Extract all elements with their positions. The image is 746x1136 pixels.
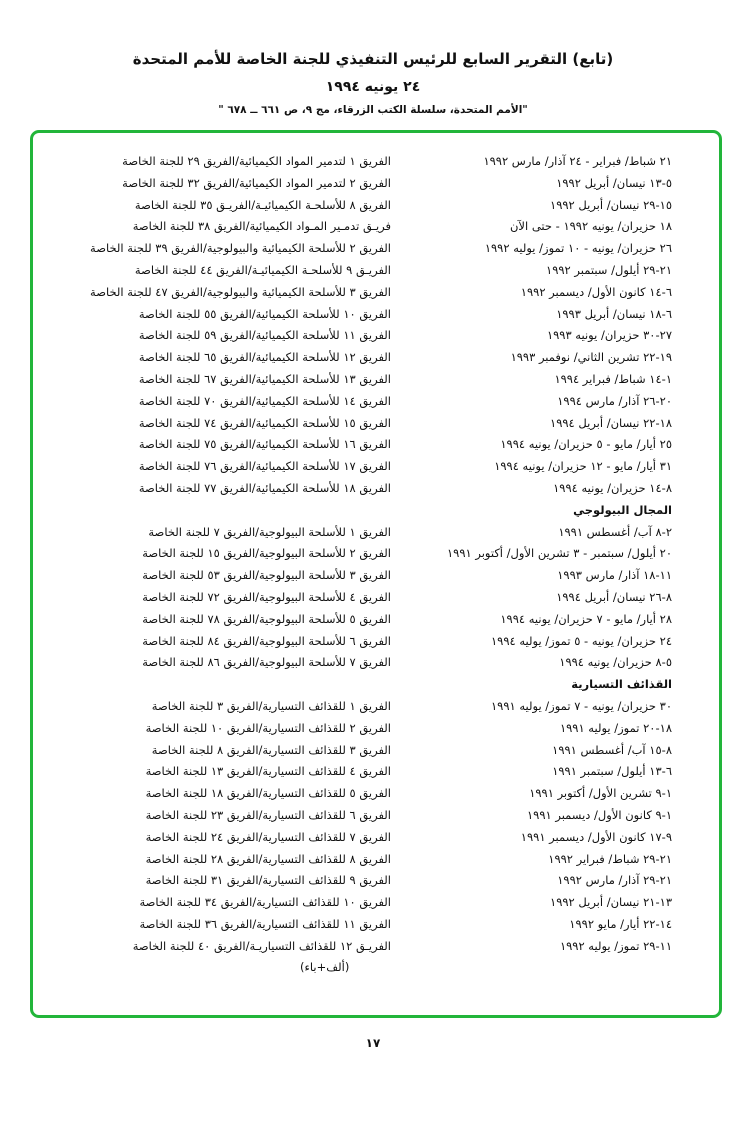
date-row: ١١-٢٩ تموز/ يوليه ١٩٩٢ (559, 938, 672, 953)
document-source: "الأمم المتحدة، سلسلة الكتب الزرقاء، مج … (218, 104, 528, 116)
date-row: ٩-١٧ كانون الأول/ ديسمبر ١٩٩١ (520, 829, 672, 844)
team-row: الفريق ٦ للقذائف التسيارية/الفريق ٢٣ للج… (145, 807, 391, 822)
team-row: الفريق ١٦ للأسلحة الكيميائية/الفريق ٧٥ ل… (138, 437, 391, 452)
team-row: الفريق ٨ للقذائف التسيارية/الفريق ٢٨ للج… (145, 851, 391, 866)
date-row: ٨-١٤ حزيران/ يونيه ١٩٩٤ (553, 480, 672, 495)
date-row: ٦-١٣ أيلول/ سبتمبر ١٩٩١ (552, 764, 672, 779)
date-row: ٢٧-٣٠ حزيران/ يونيه ١٩٩٣ (546, 328, 672, 343)
date-row: ٥-٨ حزيران/ يونيه ١٩٩٤ (559, 655, 672, 670)
page-number: ١٧ (365, 1036, 381, 1050)
date-row: ١٨-٢٠ تموز/ يوليه ١٩٩١ (559, 720, 672, 735)
document-title: (تابع) التقرير السابع للرئيس التنفيذي لل… (132, 50, 614, 68)
team-row: الفريق ٧ للأسلحة البيولوجية/الفريق ٨٦ لل… (142, 655, 391, 670)
team-row: الفريق ١٧ للأسلحة الكيميائية/الفريق ٧٦ ل… (138, 459, 391, 474)
team-row: الفريق ٢ لتدمير المواد الكيميائية/الفريق… (122, 175, 391, 190)
date-row: ٢١-٢٩ آذار/ مارس ١٩٩٢ (557, 873, 672, 888)
team-row: الفريق ١١ للأسلحة الكيميائية/الفريق ٥٩ ل… (138, 328, 391, 343)
team-row: الفريق ٢ للأسلحة الكيميائية والبيولوجية/… (90, 241, 391, 256)
date-row: ٢٨ أيار/ مايو - ٧ حزيران/ يونيه ١٩٩٤ (500, 611, 672, 626)
team-row: الفريق ١٠ للأسلحة الكيميائية/الفريق ٥٥ ل… (138, 306, 391, 321)
date-row: ٨-٢٦ نيسان/ أبريل ١٩٩٤ (556, 589, 672, 604)
date-row: ٣٠ حزيران/ يونيه - ٧ تموز/ يوليه ١٩٩١ (491, 698, 672, 713)
teams-column: الفريق ١ لتدمير المواد الكيميائية/الفريق… (50, 151, 391, 979)
date-row: ٦-١٤ كانون الأول/ ديسمبر ١٩٩٢ (520, 284, 672, 299)
document-date: ٢٤ يونيه ١٩٩٤ (325, 79, 421, 95)
section-heading: المجال البيولوجي (573, 502, 672, 517)
date-row: ٢٥ أيار/ مايو - ٥ حزيران/ يونيه ١٩٩٤ (500, 437, 672, 452)
team-row: الفريق ٢ للقذائف التسيارية/الفريق ١٠ للج… (145, 720, 391, 735)
team-row: الفريق ١٨ للأسلحة الكيميائية/الفريق ٧٧ ل… (138, 480, 391, 495)
team-row: الفريق ١٣ للأسلحة الكيميائية/الفريق ٦٧ ل… (138, 371, 391, 386)
date-row: ١٤-٢٢ أيار/ مايو ١٩٩٢ (569, 916, 672, 931)
section-heading: القذائف التسيارية (571, 677, 672, 692)
team-row: الفريق ٤ للقذائف التسيارية/الفريق ١٣ للج… (145, 764, 391, 779)
team-row: الفريق ١ لتدمير المواد الكيميائية/الفريق… (122, 154, 391, 168)
team-row: الفريق ١١ للقذائف التسيارية/الفريق ٣٦ لل… (139, 916, 391, 931)
spacer (50, 500, 391, 522)
date-row: ١-٩ تشرين الأول/ أكتوبر ١٩٩١ (529, 786, 672, 801)
team-row: (ألف+باء) (300, 960, 350, 975)
date-row: ١-٩ كانون الأول/ ديسمبر ١٩٩١ (526, 807, 672, 822)
team-row: فريـق تدمـير المـواد الكيميائية/الفريق ٣… (132, 219, 391, 234)
date-row: ٢٠-٢٦ آذار/ مارس ١٩٩٤ (557, 393, 672, 408)
date-row: ٥-١٣ نيسان/ أبريل ١٩٩٢ (556, 175, 672, 190)
date-row: ٢٠ أيلول/ سبتمبر - ٣ تشرين الأول/ أكتوبر… (447, 546, 672, 561)
team-row: الفريق ١٤ للأسلحة الكيميائية/الفريق ٧٠ ل… (138, 393, 391, 408)
team-row: الفريق ٥ للأسلحة البيولوجية/الفريق ٧٨ لل… (142, 611, 391, 626)
date-row: ١-١٤ شباط/ فبراير ١٩٩٤ (554, 371, 672, 386)
date-row: ١٨-٢٢ نيسان/ أبريل ١٩٩٤ (550, 415, 672, 430)
team-row: الفريق ٧ للقذائف التسيارية/الفريق ٢٤ للج… (145, 829, 391, 844)
team-row: الفريـق ١٢ للقذائف التسياريـة/الفريق ٤٠ … (132, 938, 391, 953)
spacer (50, 674, 391, 696)
date-row: ٢٦ حزيران/ يونيه - ١٠ تموز/ يوليه ١٩٩٢ (484, 241, 672, 256)
team-row: الفريق ٥ للقذائف التسيارية/الفريق ١٨ للج… (145, 786, 391, 801)
team-row: الفريق ٣ للأسلحة الكيميائية والبيولوجية/… (90, 284, 391, 299)
date-row: ٢٤ حزيران/ يونيه - ٥ تموز/ يوليه ١٩٩٤ (491, 633, 672, 648)
date-row: ١٩-٢٢ تشرين الثاني/ نوفمبر ١٩٩٣ (510, 350, 672, 365)
highlight-frame (30, 130, 722, 1018)
date-row: ٢١-٢٩ أيلول/ سبتمبر ١٩٩٢ (546, 262, 672, 277)
team-row: الفريق ١٥ للأسلحة الكيميائية/الفريق ٧٤ ل… (138, 415, 391, 430)
date-row: ١١-١٨ آذار/ مارس ١٩٩٣ (557, 568, 672, 583)
date-row: ٣١ أيار/ مايو - ١٢ حزيران/ يونيه ١٩٩٤ (494, 459, 672, 474)
team-row: الفريق ٤ للأسلحة البيولوجية/الفريق ٧٢ لل… (142, 589, 391, 604)
date-row: ٢١ شباط/ فبراير - ٢٤ آذار/ مارس ١٩٩٢ (483, 154, 672, 168)
team-row: الفريق ١ للقذائف التسيارية/الفريق ٣ للجن… (151, 698, 391, 713)
date-row: ٢-٨ آب/ أغسطس ١٩٩١ (558, 524, 672, 539)
team-row: الفريق ١ للأسلحة البيولوجية/الفريق ٧ للج… (148, 524, 391, 539)
team-row: الفريـق ٩ للأسلحـة الكيميائيـة/الفريق ٤٤… (134, 262, 391, 277)
date-row: ١٨ حزيران/ يونيه ١٩٩٢ - حتى الآن (509, 219, 672, 234)
team-row: الفريق ٦ للأسلحة البيولوجية/الفريق ٨٤ لل… (142, 633, 391, 648)
date-row: ٨-١٥ آب/ أغسطس ١٩٩١ (552, 742, 672, 757)
team-row: الفريق ٩ للقذائف التسيارية/الفريق ٣١ للج… (145, 873, 391, 888)
team-row: الفريق ٨ للأسلحـة الكيميائيـة/الفريـق ٣٥… (134, 197, 391, 212)
date-row: ٦-١٨ نيسان/ أبريل ١٩٩٣ (556, 306, 672, 321)
dates-column: ٢١ شباط/ فبراير - ٢٤ آذار/ مارس ١٩٩٢ ٥-١٣… (410, 151, 672, 957)
date-row: ٢١-٢٩ شباط/ فبراير ١٩٩٢ (548, 851, 672, 866)
team-row: الفريق ١٢ للأسلحة الكيميائية/الفريق ٦٥ ل… (138, 350, 391, 365)
team-row: الفريق ٢ للأسلحة البيولوجية/الفريق ١٥ لل… (142, 546, 391, 561)
team-row: الفريق ١٠ للقذائف التسيارية/الفريق ٣٤ لل… (139, 895, 391, 910)
date-row: ١٣-٢١ نيسان/ أبريل ١٩٩٢ (550, 895, 672, 910)
team-row: الفريق ٣ للأسلحة البيولوجية/الفريق ٥٣ لل… (142, 568, 391, 583)
team-row: الفريق ٣ للقذائف التسيارية/الفريق ٨ للجن… (151, 742, 391, 757)
date-row: ١٥-٢٩ نيسان/ أبريل ١٩٩٢ (550, 197, 672, 212)
